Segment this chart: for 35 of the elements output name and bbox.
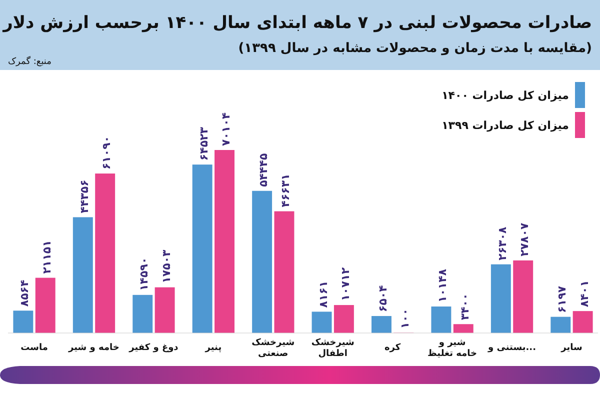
x-tick-label: کره (384, 343, 402, 353)
x-tick-label: ماست (20, 343, 48, 353)
data-label: ۲۱۱۵۱ (40, 240, 54, 274)
data-label: ۱۰۱۴۸ (436, 268, 450, 303)
x-tick-label: دوغ و کفیر (128, 343, 179, 353)
x-tick-label: خامه و شیر (68, 343, 120, 353)
data-label: ۸۵۶۴ (18, 280, 32, 307)
data-label: ۶۴۵۲۳ (197, 126, 210, 161)
data-label: ۶۱۹۷ (556, 286, 569, 313)
chart-subtitle: (مقایسه با مدت زمان و محصولات مشابه در سال ۱۳۹۹) (238, 41, 592, 56)
data-label: ۶۱۰۹۰ (100, 136, 114, 170)
x-tick-label: بستنی و... (487, 343, 536, 353)
data-label: ۵۴۴۴۵ (257, 153, 270, 187)
data-label: ۷۰۱۰۴ (220, 112, 233, 146)
data-label: ۸۴۰۱ (578, 280, 591, 308)
x-tick-label: پنیر (204, 343, 222, 353)
data-label: ۴۴۳۵۶ (78, 180, 91, 214)
x-tick-label: شیرخشک اطفال (311, 338, 354, 359)
data-label: ۲۷۸۰۷ (518, 222, 532, 256)
legend-label: میزان کل صادرات ۱۳۹۹ (442, 119, 569, 132)
legend-label: میزان کل صادرات ۱۴۰۰ (442, 89, 569, 102)
x-tick-label: شیر و خامه تغلیظ (428, 338, 478, 359)
data-label: ۱۰۰ (398, 308, 412, 329)
data-label: ۲۶۳۰۸ (496, 226, 509, 260)
data-label: ۱۴۵۹۰ (138, 257, 151, 291)
data-label: ۶۵۰۴ (376, 284, 390, 312)
data-label: ۱۰۷۱۲ (338, 267, 352, 302)
data-label: ۴۶۶۳۱ (279, 174, 292, 208)
text: منبع: گمرک (8, 55, 52, 67)
data-label: ۱۷۵۰۳ (160, 249, 173, 284)
chart-title: صادرات محصولات لبنی در ۷ ماهه ابتدای سال ۱۴۰۰ برحسب ارزش دلار (2, 13, 592, 33)
data-label: ۳۴۰۰ (458, 293, 472, 320)
x-tick-label: شیرخشک صنعتی (252, 338, 295, 359)
x-tick-label: سایر (560, 343, 582, 353)
data-label: ۸۱۶۱ (316, 280, 330, 308)
